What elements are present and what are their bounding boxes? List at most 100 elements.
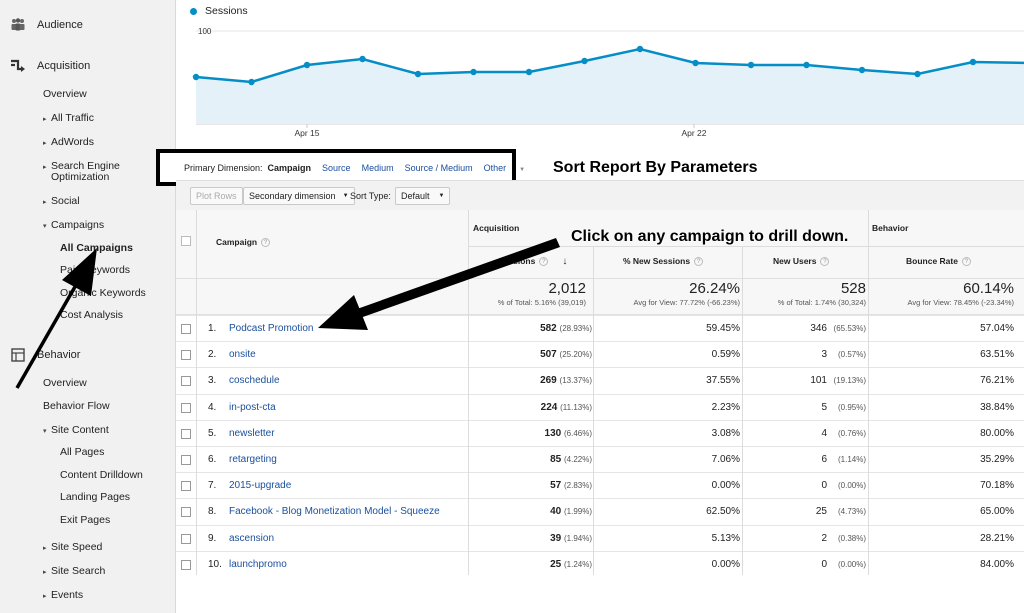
help-icon: ? xyxy=(261,238,271,248)
sessions-point[interactable] xyxy=(858,66,866,74)
col-header-sessions[interactable]: Sessions? ↓ xyxy=(498,256,568,267)
row-bounce-rate: 84.00% xyxy=(980,558,1014,570)
sessions-point[interactable] xyxy=(414,70,422,78)
sessions-point[interactable] xyxy=(747,61,755,69)
sidebar-item-seo-line2[interactable]: Optimization xyxy=(51,171,110,183)
row-checkbox[interactable] xyxy=(181,350,191,361)
row-checkbox[interactable] xyxy=(181,455,191,465)
sessions-point[interactable] xyxy=(470,68,477,76)
sidebar-item-events[interactable]: ▸ Events xyxy=(43,589,84,601)
row-bounce-rate: 70.18% xyxy=(980,480,1014,492)
total-new-users: 528 xyxy=(840,280,866,297)
campaign-link[interactable]: onsite xyxy=(229,349,256,361)
sidebar-item-all-campaigns[interactable]: All Campaigns xyxy=(60,242,133,254)
sidebar-behavior-label: Behavior xyxy=(37,349,81,361)
sidebar-section-audience[interactable]: Audience xyxy=(10,17,83,33)
sidebar-item-beh-overview[interactable]: Overview xyxy=(43,377,87,389)
select-all-checkbox[interactable] xyxy=(181,236,191,246)
sessions-point[interactable] xyxy=(692,59,699,67)
campaign-link[interactable]: ascension xyxy=(229,532,275,544)
row-number: 1. xyxy=(208,323,217,334)
campaign-link[interactable]: 2015-upgrade xyxy=(229,480,292,492)
sidebar-section-acquisition[interactable]: Acquisition xyxy=(10,58,90,74)
sessions-point[interactable] xyxy=(636,45,644,53)
col-header-campaign[interactable]: Campaign? xyxy=(216,237,271,248)
sidebar-item-paid-keywords[interactable]: Paid Keywords xyxy=(60,264,131,276)
campaign-link[interactable]: coschedule xyxy=(229,375,280,387)
sidebar-item-campaigns[interactable]: ▾ Campaigns xyxy=(43,219,105,231)
totals-row xyxy=(176,279,1024,315)
row-new-users: 6 (1.14%) xyxy=(821,454,866,465)
help-icon: ? xyxy=(961,257,971,267)
sidebar-item-organic-keywords[interactable]: Organic Keywords xyxy=(60,287,146,299)
col-header-bounce-rate[interactable]: Bounce Rate? xyxy=(906,256,971,267)
sidebar-item-site-content[interactable]: ▾ Site Content xyxy=(43,424,109,436)
dimension-medium[interactable]: Medium xyxy=(361,162,394,173)
dimension-other[interactable]: Other ▼ xyxy=(483,162,526,173)
sessions-point[interactable] xyxy=(248,78,255,86)
sessions-point[interactable] xyxy=(581,57,588,65)
row-checkbox[interactable] xyxy=(181,533,191,544)
row-checkbox[interactable] xyxy=(181,507,191,518)
sessions-line xyxy=(195,47,1024,84)
sessions-point[interactable] xyxy=(303,61,311,69)
sidebar-item-site-speed[interactable]: ▸ Site Speed xyxy=(43,541,103,553)
row-new-users: 2 (0.38%) xyxy=(821,532,866,544)
annotation-sort: Sort Report By Parameters xyxy=(553,159,758,176)
sidebar-item-content-drilldown[interactable]: Content Drilldown xyxy=(60,469,143,481)
y-tick-label: 100 xyxy=(198,27,212,36)
sidebar-item-seo[interactable]: ▸ Search Engine xyxy=(43,160,120,172)
sidebar-item-cost-analysis[interactable]: Cost Analysis xyxy=(60,309,124,321)
total-new-sessions-sub: Avg for View: 77.72% (-66.23%) xyxy=(633,298,740,307)
row-number: 10. xyxy=(208,558,222,570)
row-checkbox[interactable] xyxy=(181,376,191,387)
sidebar-item-acq-overview[interactable]: Overview xyxy=(43,88,87,100)
sidebar-item-site-search[interactable]: ▸ Site Search xyxy=(43,565,106,577)
sidebar-item-behavior-flow[interactable]: Behavior Flow xyxy=(43,400,110,412)
sessions-point[interactable] xyxy=(803,61,810,69)
campaign-link[interactable]: Facebook - Blog Monetization Model - Squ… xyxy=(229,506,440,518)
campaign-link[interactable]: Podcast Promotion xyxy=(229,323,314,334)
dimension-source[interactable]: Source xyxy=(322,162,351,173)
sidebar-item-all-traffic[interactable]: ▸ All Traffic xyxy=(43,112,94,124)
sort-type-dropdown[interactable]: Default ▼ xyxy=(395,187,451,205)
row-new-users: 346 (65.53%) xyxy=(810,323,866,334)
sidebar-item-adwords[interactable]: ▸ AdWords xyxy=(43,136,94,148)
row-new-users: 25 (4.73%) xyxy=(815,506,866,518)
dimension-campaign[interactable]: Campaign xyxy=(267,162,312,173)
sidebar-item-social[interactable]: ▸ Social xyxy=(43,195,80,207)
col-header-new-users[interactable]: New Users? xyxy=(773,256,830,267)
row-new-users: 0 (0.00%) xyxy=(821,558,866,570)
campaign-link[interactable]: retargeting xyxy=(229,454,277,465)
sessions-point[interactable] xyxy=(525,68,533,76)
chart-legend: Sessions xyxy=(190,5,248,17)
sessions-point[interactable] xyxy=(914,70,921,78)
sidebar-item-landing-pages[interactable]: Landing Pages xyxy=(60,491,131,503)
secondary-dimension-dropdown[interactable]: Secondary dimension ▼ xyxy=(243,187,355,205)
campaign-link[interactable]: newsletter xyxy=(229,427,275,439)
campaign-link[interactable]: in-post-cta xyxy=(229,401,276,413)
dimension-source-medium[interactable]: Source / Medium xyxy=(404,162,473,173)
row-new-sessions: 0.00% xyxy=(711,480,740,492)
help-icon: ? xyxy=(539,257,549,267)
sessions-point[interactable] xyxy=(969,58,977,66)
row-bounce-rate: 80.00% xyxy=(980,427,1014,439)
plot-rows-button[interactable]: Plot Rows xyxy=(190,187,243,205)
sidebar-item-all-pages[interactable]: All Pages xyxy=(60,446,105,458)
legend-dot xyxy=(190,7,197,15)
row-checkbox[interactable] xyxy=(181,481,191,492)
col-header-new-sessions[interactable]: % New Sessions? xyxy=(623,256,704,267)
sessions-point[interactable] xyxy=(192,73,200,81)
sessions-point[interactable] xyxy=(359,55,366,63)
row-checkbox[interactable] xyxy=(181,402,191,413)
row-checkbox[interactable] xyxy=(181,559,191,570)
row-number: 8. xyxy=(208,506,217,518)
row-checkbox[interactable] xyxy=(181,428,191,439)
table-row: 5. newsletter 130 (6.46%) 3.08% 4 (0.76%) 80.0… xyxy=(176,419,1024,446)
chevron-down-icon: ▼ xyxy=(438,193,445,199)
row-checkbox[interactable] xyxy=(181,324,191,334)
sidebar-item-exit-pages[interactable]: Exit Pages xyxy=(60,514,111,526)
campaign-link[interactable]: launchpromo xyxy=(229,558,287,570)
sidebar-section-behavior[interactable]: Behavior xyxy=(10,347,80,363)
